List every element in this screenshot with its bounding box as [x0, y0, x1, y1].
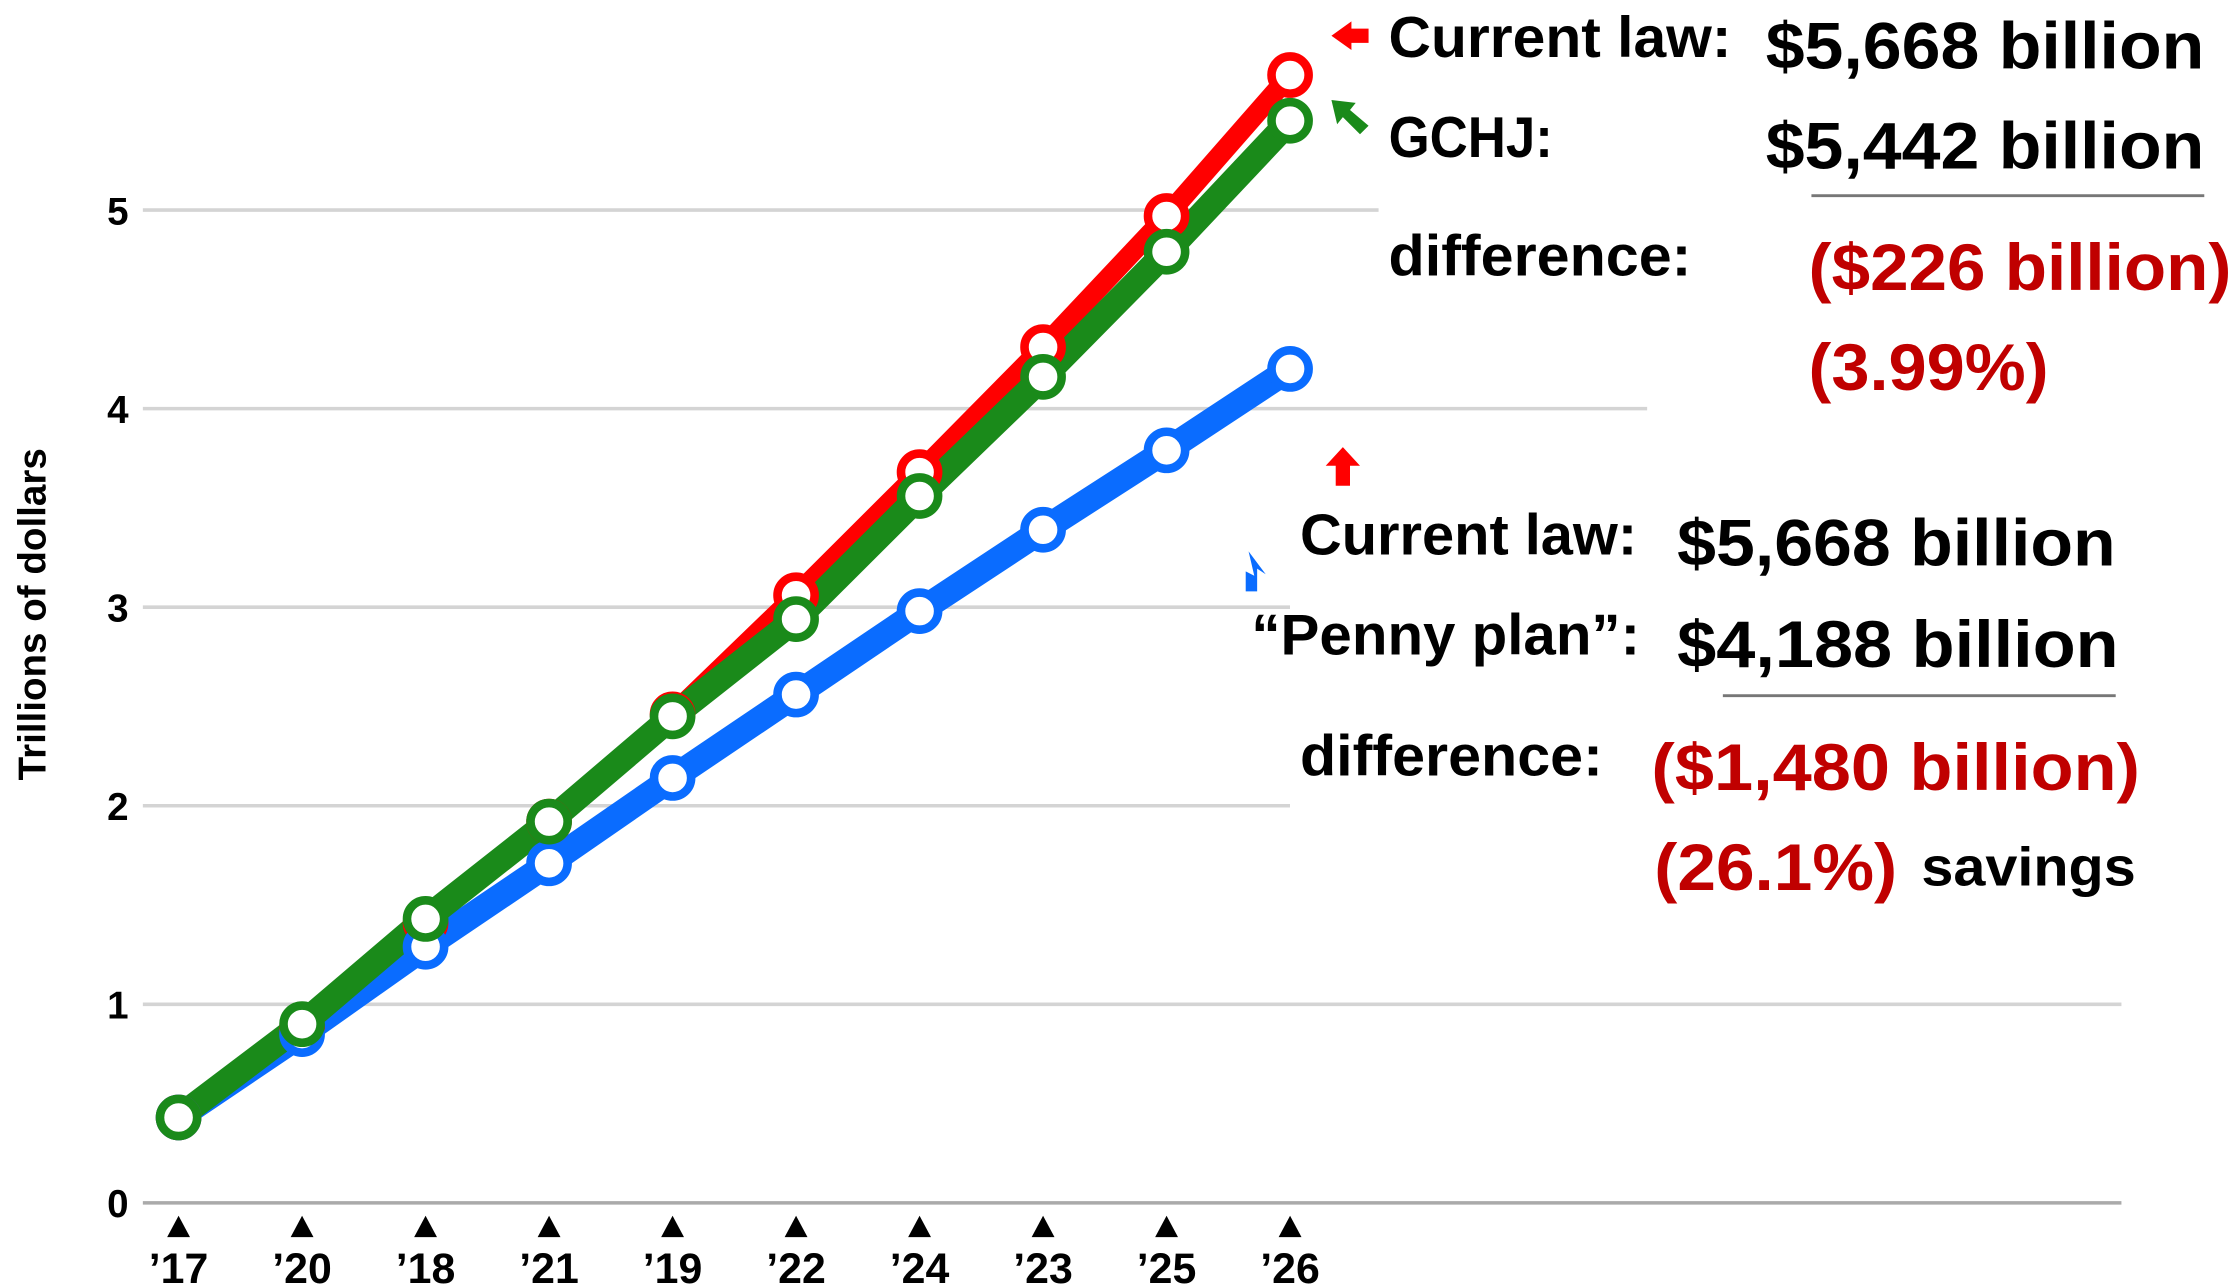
y-tick-label: 4: [107, 389, 129, 432]
data-point: [526, 840, 572, 887]
annotation-label: difference:: [1300, 725, 1603, 789]
series-line: [172, 68, 1298, 1126]
data-point: [526, 798, 572, 845]
annotation-label: Current law:: [1389, 6, 1732, 70]
x-tick: [1278, 1215, 1302, 1238]
data-point: [896, 588, 943, 635]
arrow: [1331, 100, 1369, 135]
x-tick-label: ’22: [766, 1245, 826, 1288]
y-tick-label: 1: [107, 985, 128, 1028]
annotation-value: $5,668 billion: [1766, 10, 2205, 83]
plot: 0 1 2 3 4 5 ’17 ’20 ’18 ’21 ’19 ’22 ’24 ’23 ’25 ’26: [107, 52, 2122, 1288]
data-point: [1143, 427, 1190, 474]
annotation-label: GCHJ:: [1389, 106, 1553, 170]
x-tick-label: ’24: [890, 1245, 950, 1288]
x-tick-label: ’23: [1013, 1245, 1073, 1288]
x-tick-label: ’19: [643, 1245, 703, 1288]
y-axis-label: Trillions of dollars: [12, 448, 55, 780]
annotation-value: $5,668 billion: [1677, 507, 2116, 580]
data-point: [402, 896, 449, 942]
y-tick-label: 5: [107, 190, 128, 233]
annotation-value: (3.99%): [1809, 331, 2049, 404]
x-tick-label: ’17: [149, 1245, 209, 1288]
data-point: [649, 755, 696, 801]
x-tick: [661, 1215, 684, 1238]
data-point: [1267, 97, 1313, 144]
data-point: [896, 473, 943, 519]
x-tick: [537, 1215, 561, 1238]
annotation-value: ($1,480 billion): [1651, 731, 2140, 804]
x-tick-label: ’26: [1260, 1245, 1320, 1288]
annotation-label: “Penny plan”:: [1251, 603, 1640, 667]
data-point: [773, 671, 819, 718]
data-point: [649, 693, 696, 740]
x-tick: [1155, 1215, 1178, 1238]
x-tick: [414, 1215, 437, 1238]
data-point: [1267, 52, 1313, 98]
data-point: [1020, 506, 1066, 553]
data-point: [1020, 353, 1066, 400]
y-tick-label: 3: [107, 587, 128, 630]
x-tick-label: ’25: [1137, 1245, 1197, 1288]
annotation-label: difference:: [1389, 225, 1692, 289]
x-tick: [290, 1215, 314, 1238]
x-tick: [167, 1215, 190, 1238]
data-point: [1143, 228, 1190, 275]
arrow: [1331, 21, 1369, 51]
annotation-block: Current law: $5,668 billion GCHJ: $5,442…: [1389, 6, 2232, 404]
data-point: [155, 1094, 202, 1141]
annotation-block: Current law: $5,668 billion “Penny plan”…: [1251, 503, 2140, 904]
arrow: [1325, 447, 1360, 486]
data-point: [1267, 346, 1313, 392]
x-tick: [1031, 1215, 1055, 1238]
annotation-label: savings: [1921, 837, 2135, 898]
x-tick-label: ’18: [396, 1245, 456, 1288]
annotation-value: (26.1%): [1654, 831, 1897, 904]
series-line: [171, 358, 1298, 1129]
annotation-value: $5,442 billion: [1766, 110, 2205, 183]
data-point: [773, 596, 819, 642]
y-tick-label: 2: [107, 786, 128, 829]
series-line: [170, 111, 1300, 1128]
annotation-label: Current law:: [1300, 503, 1637, 567]
arrow: [1245, 551, 1266, 592]
x-tick: [784, 1215, 808, 1238]
annotation-value: ($226 billion): [1809, 231, 2232, 304]
x-tick-label: ’20: [272, 1245, 332, 1288]
annotation-value: $4,188 billion: [1677, 608, 2118, 681]
y-tick-label: 0: [107, 1183, 128, 1226]
x-tick: [908, 1215, 931, 1238]
x-tick-label: ’21: [519, 1245, 579, 1288]
data-point: [279, 1001, 325, 1048]
